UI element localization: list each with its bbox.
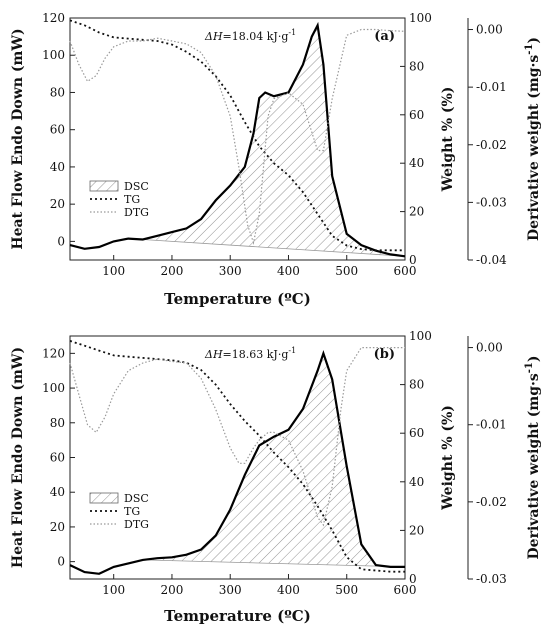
y-left-tick-label: 100 <box>42 381 65 395</box>
y-weight-tick-label: 40 <box>409 475 424 489</box>
y-deriv-tick-label: -0.02 <box>476 138 507 152</box>
series-line-tg <box>69 340 405 573</box>
x-tick-label: 200 <box>161 583 184 597</box>
y-weight-tick-label: 60 <box>409 426 424 440</box>
x-axis-label: Temperature (ºC) <box>164 290 311 308</box>
legend-label: DTG <box>124 518 149 531</box>
enthalpy-symbol: ΔH <box>204 348 223 361</box>
y-deriv-tick-label: -0.01 <box>476 80 507 94</box>
plot-frame <box>69 17 406 261</box>
enthalpy-unit-sup: -1 <box>288 346 296 355</box>
y-weight-tick-label: 100 <box>409 329 432 343</box>
y-weight-tick-label: 20 <box>409 205 424 219</box>
dsc-hatched-area <box>142 353 406 567</box>
x-tick-label: 500 <box>335 583 358 597</box>
x-tick-label: 600 <box>394 264 417 278</box>
dsc-hatched-area <box>142 25 406 257</box>
x-tick-label: 200 <box>161 264 184 278</box>
panel-label: (a) <box>374 29 395 44</box>
y-weight-axis-label: Weight % (%) <box>440 87 456 193</box>
y-left-tick-label: 100 <box>42 48 65 62</box>
y-deriv-axis-label-main: Derivative weight (mg·s <box>526 373 542 559</box>
y-deriv-axis-label-tail: ) <box>526 356 542 363</box>
enthalpy-annotation: ΔH=18.04 kJ·g-1 <box>204 28 296 43</box>
y-deriv-axis-label: Derivative weight (mg·s-1) <box>524 37 542 241</box>
legend-swatch-dsc <box>89 180 119 192</box>
x-tick-label: 300 <box>219 264 242 278</box>
y-left-tick-label: 20 <box>50 197 65 211</box>
y-weight-tick-label: 0 <box>409 572 417 586</box>
chart-panel-a: 100 200 300 400 500 6000204060801001200204060… <box>10 11 542 308</box>
y-weight-tick-label: 80 <box>409 378 424 392</box>
y-deriv-axis-label-sup: -1 <box>524 44 535 55</box>
y-left-tick-label: 80 <box>50 416 65 430</box>
legend-swatch-dsc <box>89 492 119 504</box>
x-axis-label: Temperature (ºC) <box>164 607 311 625</box>
legend-label: TG <box>124 505 140 518</box>
dsc-baseline <box>142 559 406 568</box>
enthalpy-symbol: ΔH <box>204 30 223 43</box>
y-left-tick-label: 0 <box>57 234 65 248</box>
enthalpy-annotation: ΔH=18.63 kJ·g-1 <box>204 346 296 361</box>
y-left-axis-label: Heat Flow Endo Down (mW) <box>10 347 26 568</box>
y-left-tick-label: 40 <box>50 160 65 174</box>
y-deriv-tick-label: 0.00 <box>476 23 503 37</box>
y-left-tick-label: 20 <box>50 520 65 534</box>
series-line-dsc <box>69 349 405 575</box>
y-left-tick-label: 120 <box>42 346 65 360</box>
y-left-tick-label: 80 <box>50 85 65 99</box>
y-weight-tick-label: 80 <box>409 59 424 73</box>
series-line-dtg <box>69 347 405 527</box>
x-tick-label: 400 <box>277 264 300 278</box>
y-left-tick-label: 40 <box>50 485 65 499</box>
panel-label: (b) <box>374 347 395 362</box>
y-deriv-tick-label: -0.03 <box>476 195 507 209</box>
legend-label: TG <box>124 193 140 206</box>
y-left-tick-label: 0 <box>57 555 65 569</box>
chart-panel-b: 100 200 300 400 500 6000204060801001200204060… <box>10 329 542 625</box>
y-deriv-tick-label: -0.03 <box>476 572 507 586</box>
y-deriv-tick-label: -0.02 <box>476 495 507 509</box>
legend-label: DTG <box>124 206 149 219</box>
enthalpy-unit-sup: -1 <box>288 28 296 37</box>
y-weight-tick-label: 60 <box>409 108 424 122</box>
x-tick-label: 600 <box>394 583 417 597</box>
enthalpy-value: =18.63 kJ·g <box>223 348 289 361</box>
y-left-tick-label: 60 <box>50 123 65 137</box>
y-deriv-tick-label: -0.01 <box>476 418 507 432</box>
x-tick-label: 100 <box>102 264 125 278</box>
y-deriv-tick-label: 0.00 <box>476 341 503 355</box>
enthalpy-value: =18.04 kJ·g <box>223 30 289 43</box>
legend-label: DSC <box>124 180 149 193</box>
y-deriv-axis-label-sup: -1 <box>524 362 535 373</box>
y-weight-axis-label: Weight % (%) <box>440 405 456 511</box>
y-left-tick-label: 60 <box>50 451 65 465</box>
series-line-dtg <box>69 28 406 246</box>
y-weight-tick-label: 40 <box>409 156 424 170</box>
x-tick-label: 500 <box>335 264 358 278</box>
y-left-axis-label: Heat Flow Endo Down (mW) <box>10 28 26 249</box>
y-deriv-axis-label-tail: ) <box>526 37 542 44</box>
y-weight-tick-label: 0 <box>409 253 417 267</box>
y-weight-tick-label: 20 <box>409 523 424 537</box>
y-deriv-axis-label-main: Derivative weight (mg·s <box>526 55 542 241</box>
y-weight-tick-label: 100 <box>409 11 432 25</box>
legend-label: DSC <box>124 492 149 505</box>
y-deriv-axis-label: Derivative weight (mg·s-1) <box>524 356 542 560</box>
x-tick-label: 300 <box>219 583 242 597</box>
x-tick-label: 100 <box>102 583 125 597</box>
x-tick-label: 400 <box>277 583 300 597</box>
series-line-dsc <box>69 21 406 258</box>
dsc-baseline <box>142 239 406 257</box>
y-left-tick-label: 120 <box>42 11 65 25</box>
y-deriv-tick-label: -0.04 <box>476 253 507 267</box>
